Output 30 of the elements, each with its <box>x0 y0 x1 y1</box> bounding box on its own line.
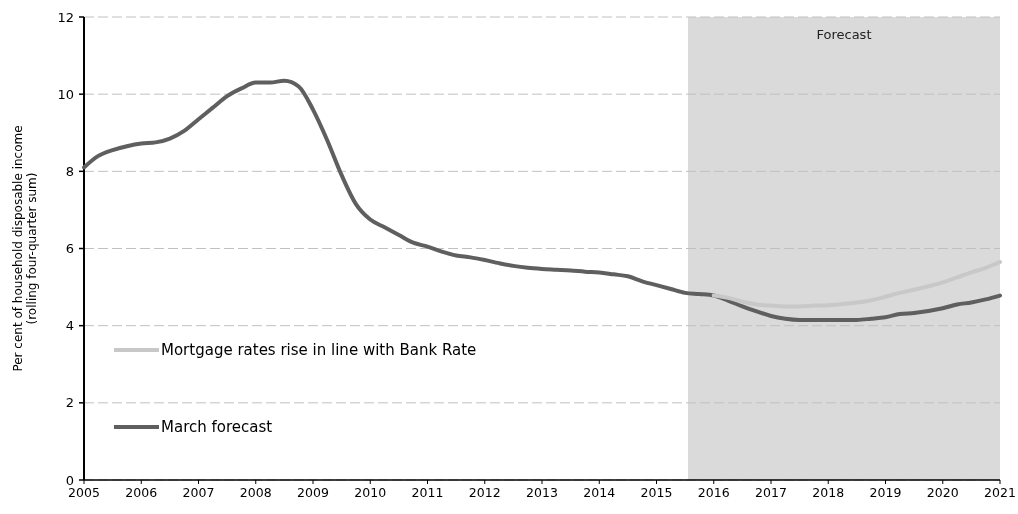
line-series <box>82 78 1002 322</box>
x-tick-label: 2007 <box>182 485 215 500</box>
y-tick-label: 6 <box>65 241 74 257</box>
x-tick-label: 2017 <box>755 485 787 500</box>
legend-label: March forecast <box>161 418 273 437</box>
x-tick-label: 2006 <box>125 485 158 500</box>
y-tick-label: 8 <box>65 163 74 179</box>
y-tick-label: 2 <box>65 395 74 411</box>
y-axis-title: Per cent of household disposable income (rolling four-quarter sum) <box>11 125 39 372</box>
x-tick-label: 2018 <box>812 485 845 500</box>
x-tick-label: 2014 <box>583 485 616 500</box>
x-tick-label: 2015 <box>640 485 673 500</box>
x-tick-label: 2009 <box>297 485 329 500</box>
x-tick-label: 2008 <box>239 485 272 500</box>
x-tick-label: 2020 <box>926 485 959 500</box>
band-label: Forecast <box>816 27 872 42</box>
y-tick-label: 12 <box>57 9 74 25</box>
y-tick-label: 10 <box>57 86 74 102</box>
x-tick-label: 2013 <box>526 485 558 500</box>
line-series <box>711 260 1002 309</box>
x-tick-label: 2021 <box>984 485 1016 500</box>
x-tick-label: 2005 <box>68 485 100 500</box>
y-tick-label: 4 <box>65 318 74 334</box>
x-tick-label: 2012 <box>468 485 501 500</box>
legend-label: Mortgage rates rise in line with Bank Rate <box>161 341 477 360</box>
y-tick-label: 0 <box>65 472 74 488</box>
x-tick-label: 2016 <box>697 485 730 500</box>
x-tick-label: 2010 <box>354 485 387 500</box>
x-tick-label: 2011 <box>411 485 444 500</box>
x-tick-label: 2019 <box>869 485 902 500</box>
